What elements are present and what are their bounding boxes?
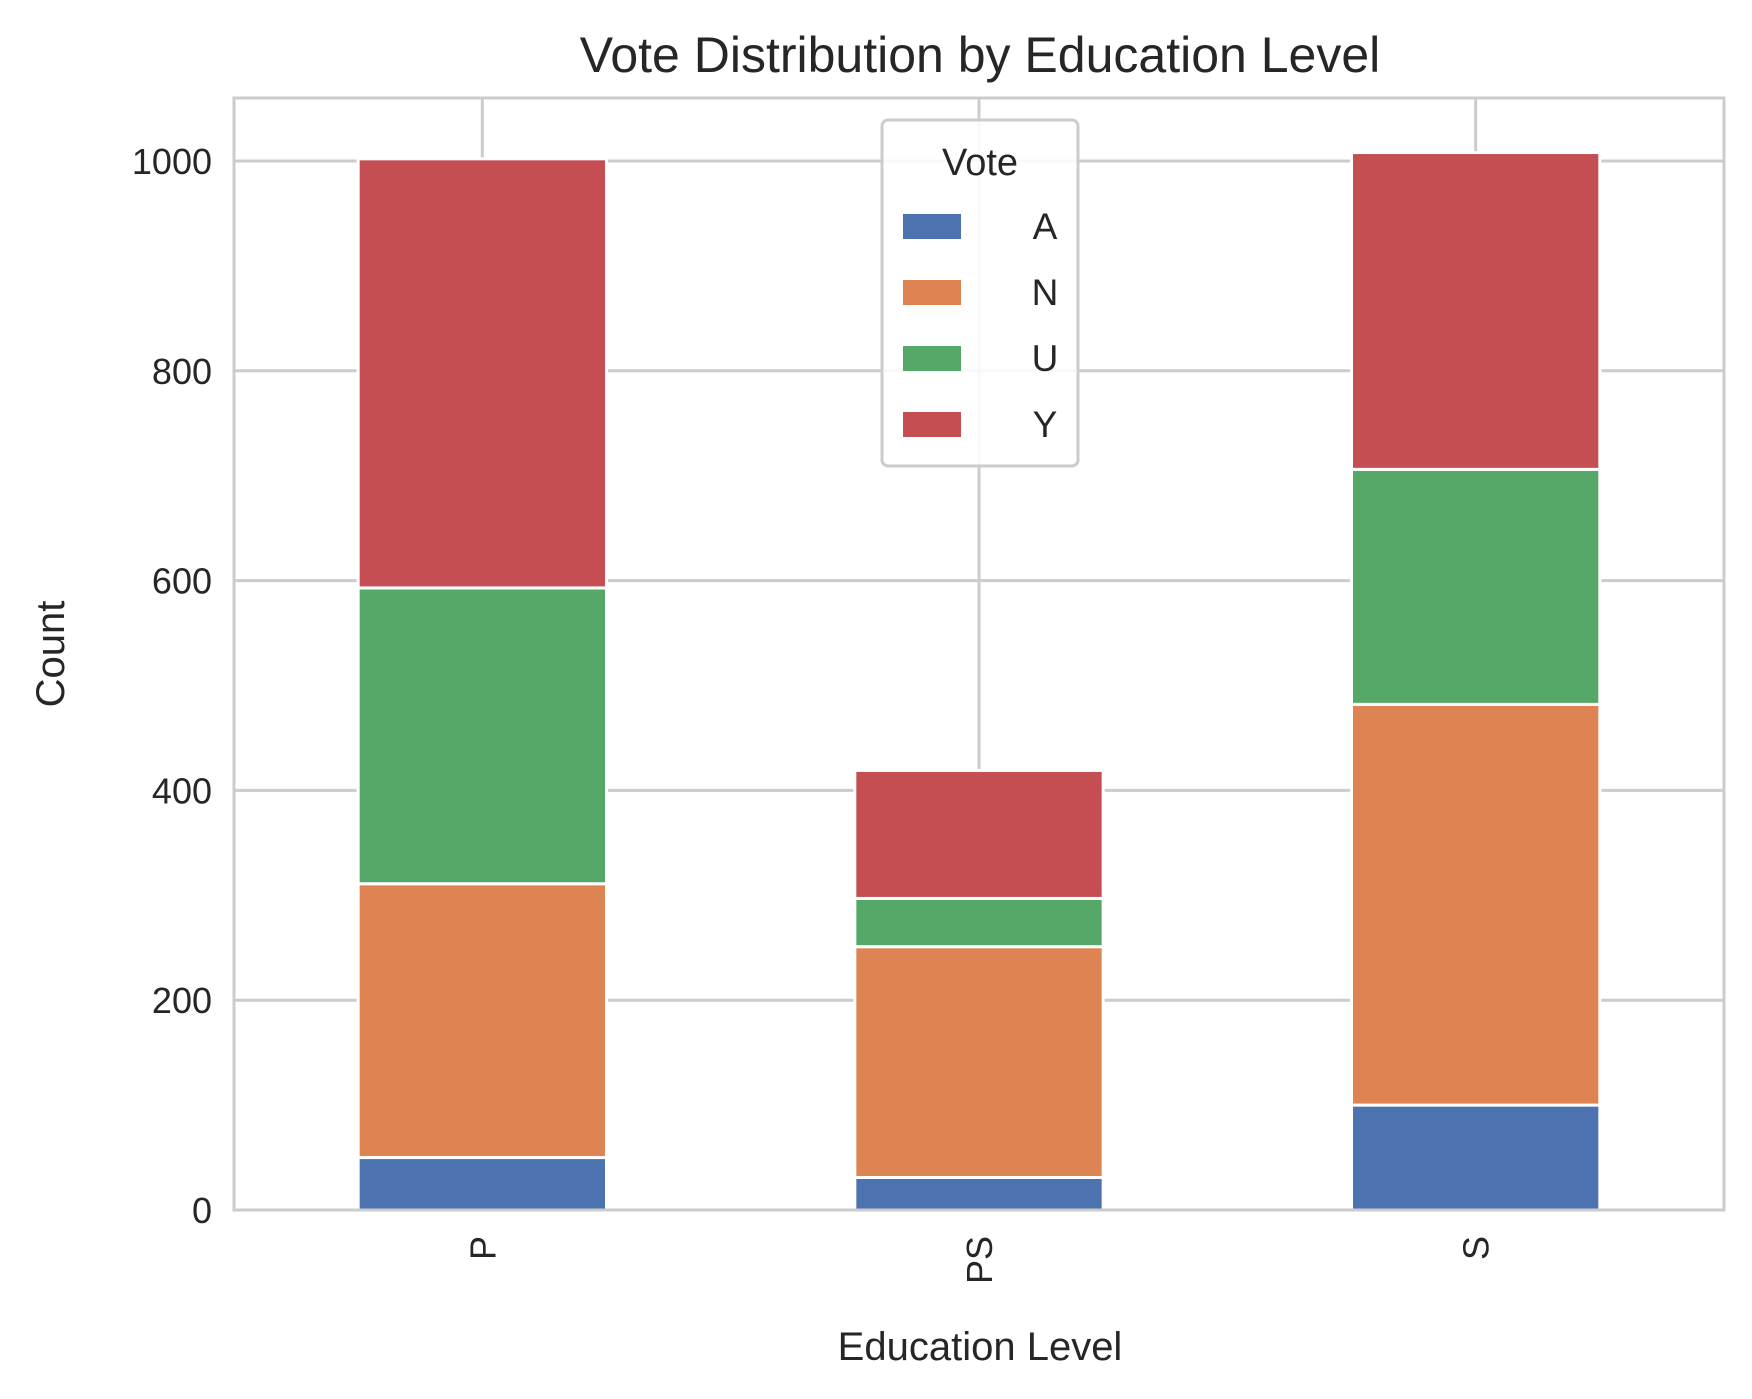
bar-segment-PS-A [853, 1175, 1105, 1212]
bar-segment-P-U [356, 586, 608, 886]
bar-segment-PS-Y [853, 768, 1105, 900]
legend-label-A: A [1033, 206, 1058, 247]
legend-swatch-N [903, 280, 961, 305]
legend-frame [880, 118, 1080, 468]
x-tick-label: P [462, 1236, 503, 1260]
x-tick-label: S [1456, 1236, 1497, 1260]
legend-label-Y: Y [1033, 404, 1058, 445]
x-axis-label: Education Level [838, 1325, 1123, 1369]
legend-swatch-Y [903, 412, 961, 437]
bar-segment-S-Y [1350, 151, 1602, 471]
bar-segment-S-A [1350, 1103, 1602, 1212]
y-tick-label: 800 [152, 351, 212, 392]
plot-frame [232, 96, 1726, 1212]
y-tick-label: 400 [152, 770, 212, 811]
legend-swatch-U [903, 346, 961, 371]
x-tick-label: PS [959, 1236, 1000, 1284]
bar-segment-P-A [356, 1156, 608, 1212]
bar-segment-S-U [1350, 467, 1602, 706]
chart-title: Vote Distribution by Education Level [580, 27, 1381, 83]
legend-title: Vote [942, 142, 1018, 184]
y-tick-label: 200 [152, 980, 212, 1021]
bar-segment-PS-U [853, 896, 1105, 949]
x-tick-labels: P PS S [462, 1236, 1496, 1284]
legend-label-U: U [1032, 338, 1059, 379]
y-tick-label: 1000 [132, 141, 212, 182]
bars-layer [356, 151, 1602, 1212]
legend-label-N: N [1032, 272, 1059, 313]
y-tick-labels: 0 200 400 600 800 1000 [132, 141, 212, 1231]
bar-segment-S-N [1350, 702, 1602, 1107]
bar-segment-P-Y [356, 157, 608, 590]
bar-segment-PS-N [853, 945, 1105, 1179]
legend-swatch-A [903, 214, 961, 239]
y-tick-label: 600 [152, 561, 212, 602]
y-tick-label: 0 [192, 1190, 212, 1231]
bar-segment-P-N [356, 882, 608, 1160]
y-axis-label: Count [29, 601, 73, 708]
